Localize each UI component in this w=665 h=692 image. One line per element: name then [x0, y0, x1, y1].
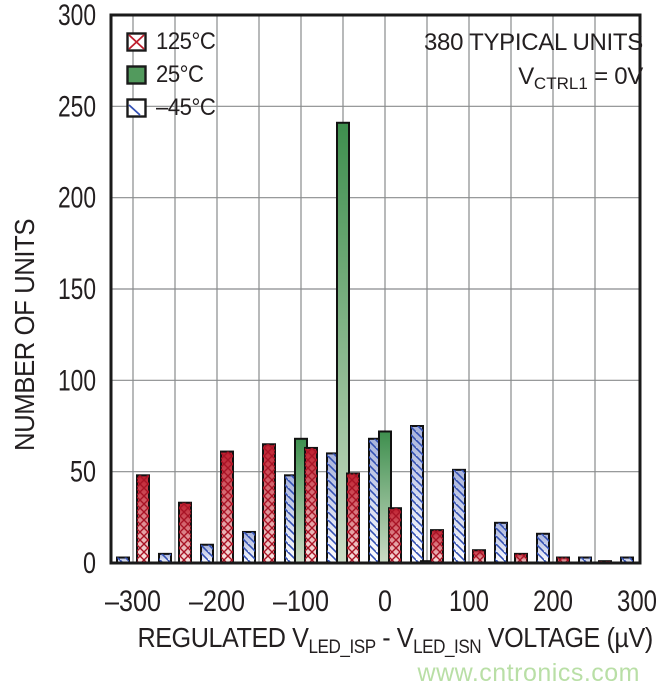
bar-hatch-overlay — [137, 475, 149, 563]
bar-hatch-overlay — [579, 557, 591, 563]
watermark: www.cntronics.com — [417, 659, 640, 687]
axes-frame — [109, 13, 642, 565]
y-tick-label-250: 250 — [58, 90, 96, 123]
bar-hatch-overlay — [305, 447, 317, 563]
bar-hatch-overlay — [389, 508, 401, 563]
bar-hatch-overlay — [621, 557, 633, 563]
bar-hatch-overlay — [453, 469, 465, 563]
x-tick-label-100: 100 — [449, 585, 489, 618]
bar-hatch-overlay — [243, 531, 255, 563]
y-tick-label-0: 0 — [83, 547, 96, 580]
x-tick-label--100: –100 — [273, 585, 329, 618]
y-tick-label-200: 200 — [58, 182, 96, 215]
bar-hatch-overlay — [411, 426, 423, 563]
bar-hatch-overlay — [557, 557, 569, 563]
tick-labels: 0 50 100 150 200 250 300 –300 –200 –100 0 100 200 300 — [58, 0, 657, 618]
x-tick-label-200: 200 — [533, 585, 573, 618]
annotation-typical-units: 380 TYPICAL UNITS — [424, 29, 643, 56]
bar-hatch-overlay — [473, 550, 485, 563]
bars — [116, 121, 634, 565]
bar-hatch-overlay — [117, 557, 129, 563]
red-crosshatch-swatch-icon — [126, 32, 147, 52]
legend-item-25c: 25°C — [126, 61, 220, 88]
x-tick-label--200: –200 — [189, 585, 245, 618]
bar-hatch-overlay — [537, 533, 549, 563]
bar-hatch-overlay — [159, 553, 171, 563]
plot-annotations: 380 TYPICAL UNITS VCTRL1 = 0V — [424, 26, 643, 101]
legend-item-125c: 125°C — [126, 28, 220, 55]
x-axis-title: REGULATED VLED_ISP - VLED_ISN VOLTAGE (µ… — [137, 622, 653, 658]
legend: 125°C 25°C –45°C — [126, 28, 220, 121]
legend-label-125c: 125°C — [156, 28, 216, 55]
annotation-vctrl: VCTRL1 = 0V — [518, 63, 643, 93]
x-tick-label-0: 0 — [378, 585, 392, 618]
legend-item-minus45c: –45°C — [126, 94, 220, 121]
bar-hatch-overlay — [263, 444, 275, 563]
y-tick-label-50: 50 — [70, 456, 96, 489]
y-tick-label-100: 100 — [58, 364, 96, 397]
legend-label-minus45c: –45°C — [156, 94, 216, 121]
bar-hatch-overlay — [515, 553, 527, 563]
bar-hatch-overlay — [179, 502, 191, 563]
bar-hatch-overlay — [431, 530, 443, 563]
y-tick-label-300: 300 — [58, 0, 96, 32]
bar-hatch-overlay — [495, 522, 507, 563]
x-tick-label-300: 300 — [617, 585, 657, 618]
bar-hatch-overlay — [347, 473, 359, 563]
y-axis-title: NUMBER OF UNITS — [9, 218, 40, 452]
green-solid-swatch-icon — [126, 65, 147, 85]
plot-frame — [109, 13, 642, 565]
legend-label-25c: 25°C — [156, 61, 204, 88]
x-tick-label--300: –300 — [105, 585, 161, 618]
bar-hatch-overlay — [221, 451, 233, 563]
y-tick-label-150: 150 — [58, 273, 96, 306]
bar-hatch-overlay — [201, 544, 213, 563]
blue-diagonal-swatch-icon — [126, 98, 147, 118]
